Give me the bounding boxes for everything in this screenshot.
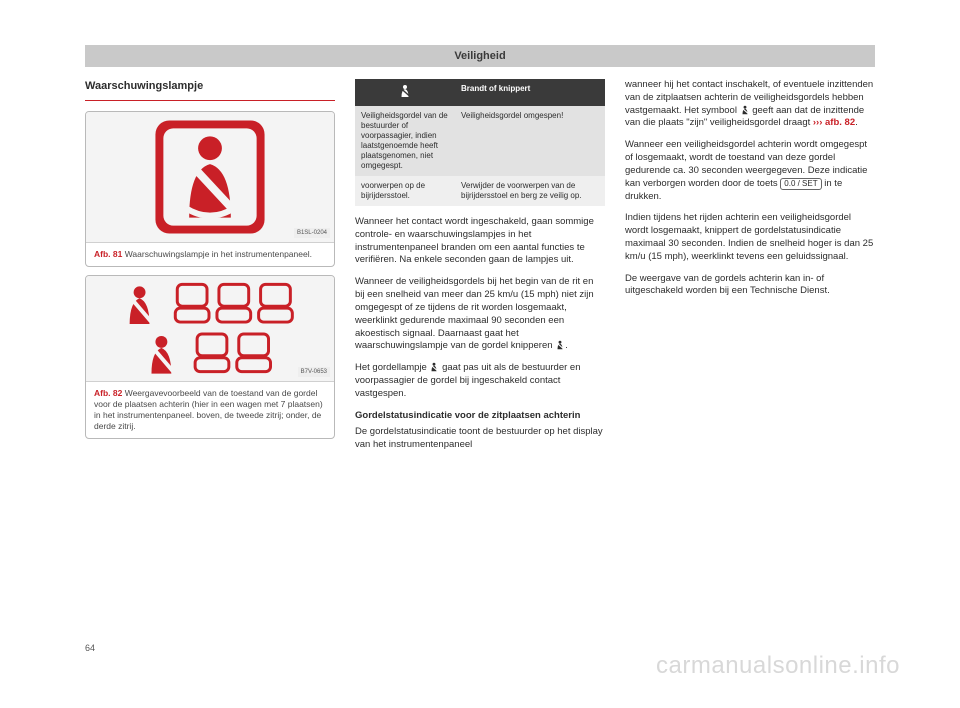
page-header-title: Veiligheid (454, 50, 505, 62)
watermark: carmanualsonline.info (656, 652, 900, 680)
warning-table: Brandt of knippert Veiligheidsgordel van… (355, 79, 605, 206)
paragraph: Wanneer het contact wordt ingeschakeld, … (355, 216, 605, 267)
manual-page: Veiligheid Waarschuwingslampje (0, 0, 960, 708)
paragraph: De weergave van de gordels achterin kan … (625, 273, 875, 299)
figure-82-ref: Afb. 82 (94, 388, 122, 398)
paragraph-text: . (565, 340, 568, 351)
paragraph-text: Het gordellampje (355, 362, 429, 373)
figure-81-caption-text: Waarschuwingslampje in het instrumentenp… (122, 249, 312, 259)
paragraph: Wanneer de veiligheidsgordels bij het be… (355, 276, 605, 353)
column-2: Brandt of knippert Veiligheidsgordel van… (355, 79, 605, 461)
seatbelt-icon (398, 84, 412, 98)
table-cell: Verwijder de voorwerpen van de bijrijder… (455, 176, 605, 206)
column-3: wanneer hij het contact inschakelt, of e… (625, 79, 875, 461)
figure-81-caption: Afb. 81 Waarschuwingslampje in het instr… (86, 242, 334, 266)
figure-81-code: B1SL-0204 (294, 228, 330, 238)
paragraph: Indien tijdens het rijden achterin een v… (625, 212, 875, 263)
figure-81-ref: Afb. 81 (94, 249, 122, 259)
table-row: Veiligheidsgordel van de bestuurder of v… (355, 106, 605, 176)
figure-82-image: B7V-0653 (86, 276, 334, 381)
figure-81-image: B1SL-0204 (86, 112, 334, 242)
content-sheet: Veiligheid Waarschuwingslampje (85, 45, 875, 645)
accent-rule (85, 100, 335, 101)
paragraph: Het gordellampje gaat pas uit als de bes… (355, 362, 605, 400)
subheading: Gordelstatusindicatie voor de zitplaatse… (355, 410, 605, 423)
table-cell: voorwerpen op de bijrijdersstoel. (355, 176, 455, 206)
figure-82-caption: Afb. 82 Weergavevoorbeeld van de toestan… (86, 381, 334, 438)
figure-82-code: B7V-0653 (298, 367, 330, 377)
seatbelt-icon (740, 105, 750, 115)
paragraph: Wanneer een veiligheidsgordel achterin w… (625, 139, 875, 203)
warning-table-header-icon (355, 79, 455, 106)
figure-82: B7V-0653 Afb. 82 Weergavevoorbeeld van d… (85, 275, 335, 439)
section-title: Waarschuwingslampje (85, 79, 335, 94)
seatbelt-icon (555, 340, 565, 350)
page-number: 64 (85, 643, 95, 653)
figure-82-caption-text: Weergavevoorbeeld van de toestand van de… (94, 388, 323, 431)
columns: Waarschuwingslampje (85, 67, 875, 461)
table-cell: Veiligheidsgordel omgespen! (455, 106, 605, 176)
table-cell: Veiligheidsgordel van de bestuurder of v… (355, 106, 455, 176)
paragraph-text: . (855, 117, 858, 128)
page-header: Veiligheid (85, 45, 875, 67)
table-row: voorwerpen op de bijrijdersstoel. Verwij… (355, 176, 605, 206)
seat-status-icon (86, 276, 334, 381)
seatbelt-warning-icon (86, 112, 334, 242)
button-key-label: 0.0 / SET (780, 178, 821, 190)
column-1: Waarschuwingslampje (85, 79, 335, 461)
paragraph: wanneer hij het contact inschakelt, of e… (625, 79, 875, 130)
paragraph: De gordelstatusindicatie toont de bestuu… (355, 426, 605, 452)
cross-reference: ››› afb. 82 (813, 117, 855, 128)
figure-81: B1SL-0204 Afb. 81 Waarschuwingslampje in… (85, 111, 335, 267)
seatbelt-icon (429, 362, 439, 372)
warning-table-header-text: Brandt of knippert (455, 79, 605, 106)
